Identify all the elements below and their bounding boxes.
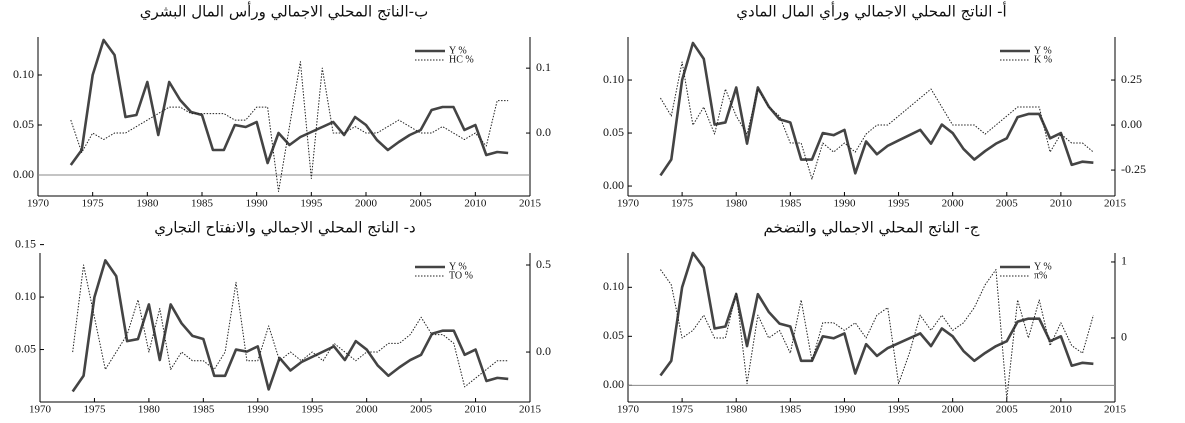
legend-label: π% xyxy=(1034,270,1047,281)
y-tick-label: 0.05 xyxy=(603,125,624,139)
panel: ج- الناتج المحلي الاجمالي والتضخم 1970 197… xyxy=(603,219,1127,416)
y2-tick-label: 0.1 xyxy=(536,60,551,74)
legend-label: Y % xyxy=(1034,261,1052,272)
series-line xyxy=(70,61,509,192)
x-tick-label: 1985 xyxy=(779,198,802,210)
x-tick-label: 2015 xyxy=(1104,198,1127,210)
x-tick-label: 1990 xyxy=(247,404,270,416)
y-tick-label: 0.00 xyxy=(603,377,624,391)
panel: أ- الناتج المحلي الاجمالي ورأي المال الم… xyxy=(603,2,1146,210)
x-tick-label: 2015 xyxy=(519,404,542,416)
panel-title: ب-الناتج المحلي الاجمالي ورأس المال البش… xyxy=(140,2,428,22)
x-tick-label: 1990 xyxy=(246,198,269,210)
x-tick-label: 2005 xyxy=(996,404,1019,416)
x-tick-label: 1975 xyxy=(83,404,106,416)
legend-label: K % xyxy=(1034,54,1052,65)
legend-label: Y % xyxy=(449,261,467,272)
x-tick-label: 1970 xyxy=(29,404,52,416)
x-tick-label: 2005 xyxy=(996,198,1019,210)
x-tick-label: 1975 xyxy=(671,198,694,210)
x-tick-label: 2015 xyxy=(519,198,542,210)
y-tick-label: 0.00 xyxy=(603,178,624,192)
y2-tick-label: 0.0 xyxy=(536,125,551,139)
x-tick-label: 1980 xyxy=(725,404,748,416)
y2-tick-label: 0.0 xyxy=(536,344,551,358)
series-line xyxy=(660,269,1094,400)
x-tick-label: 1975 xyxy=(82,198,105,210)
x-tick-label: 1990 xyxy=(833,198,856,210)
x-tick-label: 1975 xyxy=(671,404,694,416)
x-tick-label: 1980 xyxy=(725,198,748,210)
legend-label: TO % xyxy=(449,270,473,281)
x-tick-label: 1995 xyxy=(888,198,911,210)
x-tick-label: 1980 xyxy=(136,198,159,210)
legend-label: HC % xyxy=(449,54,474,65)
y-tick-label: 0.00 xyxy=(13,167,34,181)
x-tick-label: 1980 xyxy=(138,404,161,416)
legend-label: Y % xyxy=(449,45,467,56)
panel-title: ج- الناتج المحلي الاجمالي والتضخم xyxy=(764,219,980,238)
y-tick-label: 0.15 xyxy=(15,236,36,250)
panel-title: أ- الناتج المحلي الاجمالي ورأي المال الم… xyxy=(736,2,1006,22)
y2-tick-label: 0.5 xyxy=(536,257,551,271)
x-tick-label: 1990 xyxy=(833,404,856,416)
y-tick-label: 0.05 xyxy=(13,117,34,131)
x-tick-label: 2000 xyxy=(942,404,965,416)
x-tick-label: 1985 xyxy=(779,404,802,416)
y2-tick-label: 0 xyxy=(1121,330,1127,344)
x-tick-label: 2010 xyxy=(1050,198,1073,210)
x-tick-label: 1985 xyxy=(192,404,215,416)
series-line xyxy=(69,38,509,166)
series-line xyxy=(659,251,1094,377)
x-tick-label: 2010 xyxy=(464,198,487,210)
legend-label: Y % xyxy=(1034,45,1052,56)
series-line xyxy=(72,264,509,388)
x-tick-label: 2005 xyxy=(410,198,433,210)
x-tick-label: 2000 xyxy=(942,198,965,210)
y2-tick-label: 0.00 xyxy=(1121,117,1142,131)
x-tick-label: 1970 xyxy=(617,404,640,416)
x-tick-label: 1995 xyxy=(300,198,323,210)
panel: د- الناتج المحلي الاجمالي والانفتاح التج… xyxy=(15,219,551,416)
y-tick-label: 0.10 xyxy=(603,279,624,293)
y-tick-label: 0.10 xyxy=(13,67,34,81)
series-line xyxy=(71,259,509,393)
y-tick-label: 0.10 xyxy=(603,72,624,86)
x-tick-label: 2015 xyxy=(1104,404,1127,416)
y2-tick-label: -0.25 xyxy=(1121,162,1146,176)
x-tick-label: 2000 xyxy=(356,404,379,416)
panel: ب-الناتج المحلي الاجمالي ورأس المال البش… xyxy=(13,2,551,210)
series-line xyxy=(659,41,1094,177)
x-tick-label: 2000 xyxy=(355,198,378,210)
x-tick-label: 1970 xyxy=(617,198,640,210)
series-line xyxy=(660,61,1094,180)
panel-title: د- الناتج المحلي الاجمالي والانفتاح التج… xyxy=(154,219,416,238)
y-tick-label: 0.05 xyxy=(603,328,624,342)
y2-tick-label: 1 xyxy=(1121,254,1127,268)
x-tick-label: 2010 xyxy=(1050,404,1073,416)
x-tick-label: 1985 xyxy=(191,198,214,210)
x-tick-label: 1970 xyxy=(27,198,50,210)
x-tick-label: 1995 xyxy=(888,404,911,416)
y-tick-label: 0.10 xyxy=(15,289,36,303)
y-tick-label: 0.05 xyxy=(15,341,36,355)
x-tick-label: 1995 xyxy=(301,404,324,416)
y2-tick-label: 0.25 xyxy=(1121,72,1142,86)
x-tick-label: 2005 xyxy=(410,404,433,416)
x-tick-label: 2010 xyxy=(465,404,488,416)
